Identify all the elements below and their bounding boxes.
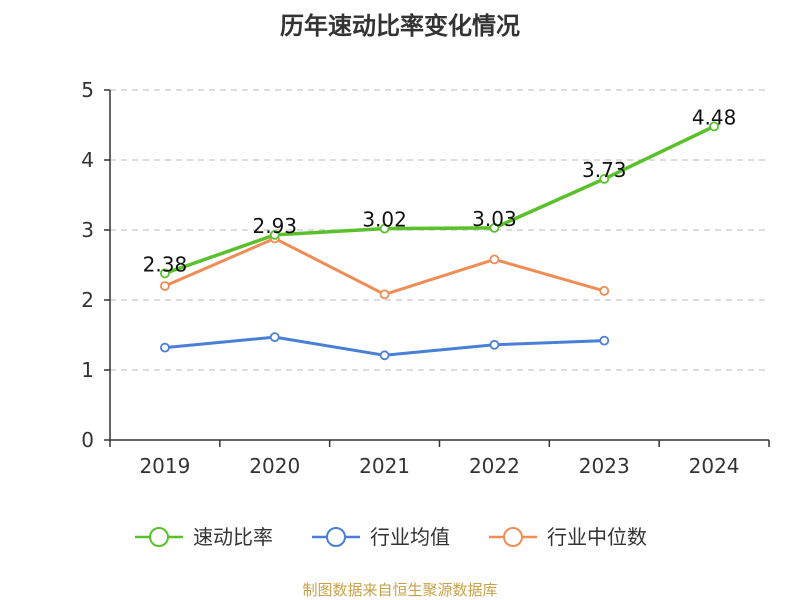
x-tick-label: 2023 bbox=[579, 454, 630, 478]
data-point[interactable] bbox=[599, 285, 610, 296]
y-tick-label: 5 bbox=[81, 78, 94, 102]
series-line bbox=[164, 236, 605, 296]
legend-label: 行业中位数 bbox=[547, 525, 647, 549]
legend-item[interactable]: 速动比率 bbox=[135, 525, 273, 549]
data-point[interactable] bbox=[489, 339, 500, 350]
series-1 bbox=[160, 332, 610, 361]
data-label: 2.93 bbox=[252, 214, 297, 238]
data-label: 3.02 bbox=[362, 208, 407, 232]
axes: 0 1 2 3 4 5 2019 2020 2021 2022 2023 2024 bbox=[81, 78, 770, 478]
data-label: 2.38 bbox=[143, 252, 188, 276]
x-tick-label: 2022 bbox=[469, 454, 520, 478]
data-point[interactable] bbox=[269, 332, 280, 343]
y-tick-label: 0 bbox=[81, 428, 94, 452]
legend-marker bbox=[503, 527, 523, 547]
source-note: 制图数据来自恒生聚源数据库 bbox=[302, 581, 497, 599]
data-point[interactable] bbox=[379, 289, 390, 300]
data-label: 3.73 bbox=[582, 158, 627, 182]
x-tick-label: 2019 bbox=[139, 454, 190, 478]
series-2 bbox=[160, 233, 610, 300]
data-point[interactable] bbox=[160, 342, 170, 353]
y-tick-label: 2 bbox=[81, 288, 94, 312]
y-tick-label: 3 bbox=[81, 218, 94, 242]
x-tick-label: 2024 bbox=[689, 454, 740, 478]
data-label: 4.48 bbox=[692, 105, 737, 129]
x-tick-label: 2021 bbox=[359, 454, 410, 478]
data-point[interactable] bbox=[379, 223, 390, 234]
legend-item[interactable]: 行业均值 bbox=[312, 525, 450, 549]
data-point[interactable] bbox=[709, 121, 719, 132]
legend-marker bbox=[326, 527, 346, 547]
series-0 bbox=[160, 121, 719, 279]
data-point[interactable] bbox=[160, 281, 170, 291]
data-point[interactable] bbox=[379, 350, 390, 361]
data-point[interactable] bbox=[489, 254, 500, 265]
data-point[interactable] bbox=[489, 222, 500, 233]
y-tick-label: 1 bbox=[81, 358, 94, 382]
data-point[interactable] bbox=[160, 268, 170, 279]
legend[interactable]: 速动比率 行业均值 行业中位数 bbox=[135, 525, 647, 549]
legend-label: 行业均值 bbox=[370, 525, 450, 549]
data-point[interactable] bbox=[599, 173, 610, 184]
series-line bbox=[164, 124, 715, 276]
data-label: 3.03 bbox=[472, 207, 517, 231]
data-point[interactable] bbox=[269, 229, 280, 240]
legend-label: 速动比率 bbox=[193, 525, 273, 549]
legend-item[interactable]: 行业中位数 bbox=[489, 525, 647, 549]
series-layer bbox=[160, 121, 719, 361]
x-tick-label: 2020 bbox=[249, 454, 300, 478]
data-labels: 2.38 2.93 3.02 3.03 3.73 4.48 bbox=[143, 105, 737, 276]
chart-title: 历年速动比率变化情况 bbox=[280, 12, 520, 40]
legend-marker bbox=[149, 527, 169, 547]
data-point[interactable] bbox=[599, 335, 610, 346]
y-tick-label: 4 bbox=[81, 148, 94, 172]
